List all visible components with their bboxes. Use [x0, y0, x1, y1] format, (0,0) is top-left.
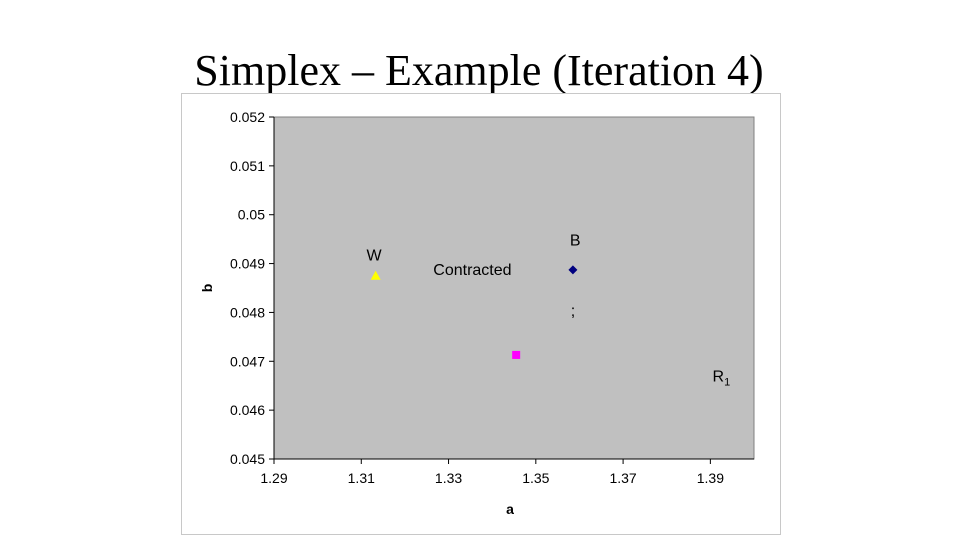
y-axis-label: b — [199, 284, 215, 293]
annotation-text: W — [367, 248, 383, 265]
annotation-text: Contracted — [433, 262, 511, 279]
y-tick-label: 0.05 — [238, 207, 265, 223]
annotation-text: B — [570, 232, 581, 249]
y-tick-label: 0.052 — [230, 109, 265, 125]
y-tick-label: 0.047 — [230, 353, 265, 369]
scatter-chart: 1.29 1.31 1.33 1.35 1.37 1.39 0.052 0.051 0.05 0.… — [199, 109, 755, 517]
x-axis-label: a — [506, 501, 514, 517]
annotation-label: B — [570, 232, 581, 249]
annotation-label: R1 — [713, 368, 731, 388]
annotation-label: ; — [571, 303, 575, 320]
annotation-text: R — [713, 368, 725, 385]
slide-title: Simplex – Example (Iteration 4) — [194, 46, 764, 95]
x-tick-label: 1.31 — [348, 470, 375, 486]
x-tick-label: 1.35 — [522, 470, 549, 486]
annotation-label: Contracted — [433, 262, 511, 279]
y-tick-label: 0.049 — [230, 256, 265, 272]
x-tick-label: 1.37 — [609, 470, 636, 486]
x-tick-label: 1.29 — [260, 470, 287, 486]
plot-area — [273, 116, 755, 460]
y-tick-label: 0.051 — [230, 158, 265, 174]
triangle-point — [370, 270, 381, 280]
y-tick-label: 0.045 — [230, 451, 265, 467]
annotation-text: ; — [571, 303, 575, 320]
y-tick-label: 0.048 — [230, 304, 265, 320]
chart-area: 1.29 1.31 1.33 1.35 1.37 1.39 0.052 0.051 0.05 0.… — [181, 93, 781, 535]
y-tick-label: 0.046 — [230, 402, 265, 418]
annotation-subscript: 1 — [724, 376, 730, 388]
annotation-label: W — [367, 248, 383, 265]
diamond-point — [568, 265, 578, 275]
x-tick-label: 1.39 — [697, 470, 724, 486]
square-point — [512, 350, 521, 359]
x-tick-label: 1.33 — [435, 470, 462, 486]
